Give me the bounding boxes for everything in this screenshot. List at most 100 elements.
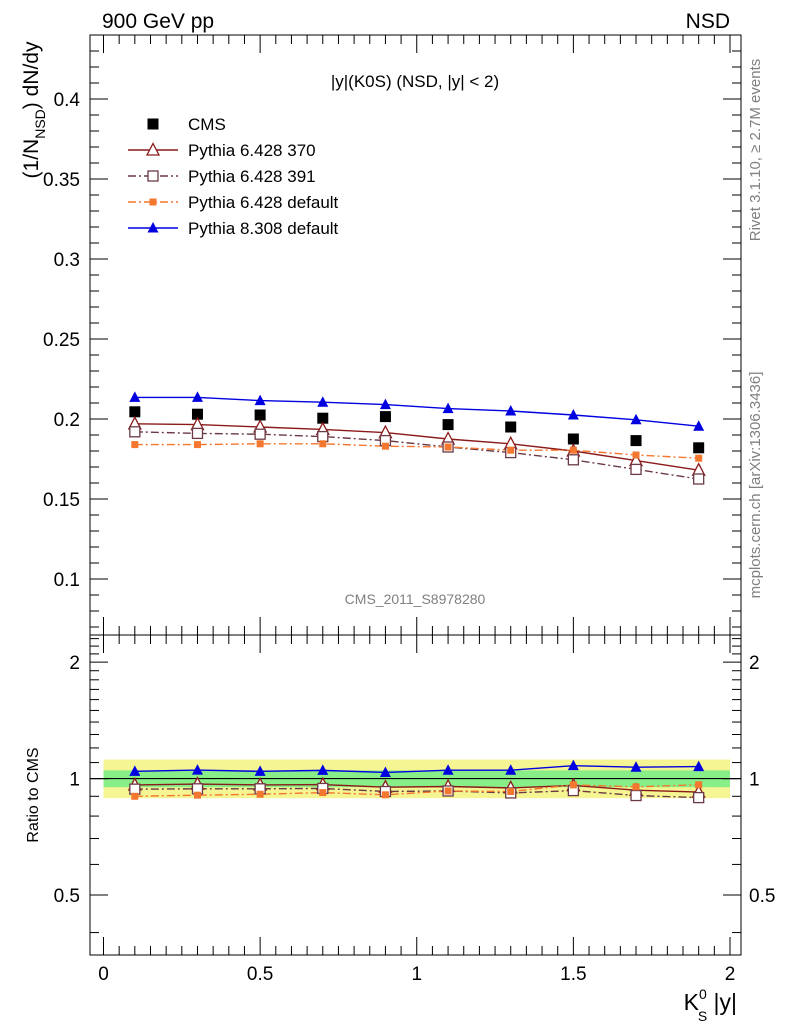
data-point bbox=[693, 442, 705, 454]
legend-marker bbox=[147, 118, 159, 130]
data-point bbox=[254, 394, 266, 406]
ratio-series-line bbox=[134, 783, 699, 793]
data-point bbox=[319, 440, 327, 448]
data-point bbox=[379, 411, 391, 423]
ratio-point bbox=[507, 788, 515, 796]
data-point bbox=[567, 454, 580, 466]
rivet-label: Rivet 3.1.10, ≥ 2.7M events bbox=[747, 59, 764, 242]
x-tick-label: 0.5 bbox=[247, 964, 273, 985]
main-title: |y|(K0S) (NSD, |y| < 2) bbox=[331, 72, 499, 91]
y-tick-label: 0.2 bbox=[54, 410, 80, 431]
y-tick-label: 0.1 bbox=[54, 570, 80, 591]
x-tick-label: 0 bbox=[98, 964, 109, 985]
ratio-point bbox=[379, 766, 391, 777]
ratio-point bbox=[129, 783, 141, 795]
data-point bbox=[317, 412, 329, 424]
x-tick-label: 1.5 bbox=[560, 964, 586, 985]
data-point bbox=[191, 427, 204, 440]
x-tick-label: 1 bbox=[411, 964, 422, 985]
legend-label: Pythia 6.428 391 bbox=[188, 167, 316, 186]
data-point bbox=[505, 405, 517, 416]
data-point bbox=[254, 409, 266, 421]
data-point bbox=[632, 451, 640, 459]
data-point bbox=[693, 420, 705, 431]
data-point bbox=[567, 433, 579, 445]
x-axis-label: K0 S |y| bbox=[684, 986, 737, 1024]
series-line bbox=[134, 423, 699, 471]
ratio-point bbox=[319, 789, 327, 797]
ratio-point bbox=[693, 791, 705, 804]
ratio-point bbox=[505, 764, 517, 775]
ratio-point bbox=[567, 759, 579, 771]
ratio-point bbox=[254, 765, 266, 776]
data-point bbox=[193, 441, 201, 449]
ratio-point bbox=[630, 789, 642, 802]
data-point bbox=[507, 446, 515, 454]
data-point bbox=[505, 421, 517, 433]
ratio-point bbox=[442, 764, 454, 775]
legend-label: CMS bbox=[188, 115, 226, 134]
ratio-y-tick-label-right: 0.5 bbox=[749, 886, 775, 907]
x-tick-label: 2 bbox=[725, 964, 736, 985]
process-label: NSD bbox=[686, 10, 730, 33]
mcplots-label: mcplots.cern.ch [arXiv:1306.3436] bbox=[747, 372, 764, 599]
legend-marker bbox=[149, 198, 157, 206]
ratio-y-tick-label: 2 bbox=[69, 653, 80, 674]
y-tick-label: 0.35 bbox=[43, 170, 80, 191]
ratio-point bbox=[569, 781, 577, 789]
data-point bbox=[630, 413, 642, 425]
data-point bbox=[317, 430, 329, 443]
data-point bbox=[693, 473, 705, 485]
series-line bbox=[134, 443, 699, 459]
data-point bbox=[131, 441, 139, 449]
main-panel: 0.1 0.15 0.2 0.25 0.3 0.35 0.4 |y|(K0S) (NSD, … bbox=[20, 34, 742, 636]
data-point bbox=[695, 454, 703, 462]
ratio-y-tick-label: 1 bbox=[69, 770, 80, 791]
ratio-point bbox=[256, 790, 264, 798]
data-point bbox=[129, 406, 141, 418]
data-point bbox=[129, 391, 141, 402]
data-point bbox=[567, 409, 579, 420]
ratio-point bbox=[632, 783, 640, 791]
ratio-frame bbox=[89, 634, 742, 956]
data-point bbox=[317, 396, 329, 407]
data-point bbox=[256, 440, 264, 448]
data-point bbox=[191, 408, 203, 420]
y-tick-label: 0.4 bbox=[54, 90, 81, 111]
ratio-y-tick-label: 0.5 bbox=[54, 886, 80, 907]
analysis-watermark: CMS_2011_S8978280 bbox=[345, 591, 486, 607]
ratio-point bbox=[695, 781, 703, 789]
data-point bbox=[630, 463, 642, 476]
data-point bbox=[381, 442, 389, 450]
data-point bbox=[444, 443, 452, 451]
data-point bbox=[442, 419, 454, 431]
y-tick-label: 0.3 bbox=[54, 250, 80, 271]
ratio-y-tick-label-right: 2 bbox=[749, 653, 760, 674]
ratio-point bbox=[191, 764, 203, 775]
data-point bbox=[379, 398, 391, 410]
data-point bbox=[630, 435, 642, 447]
series-line bbox=[134, 431, 699, 480]
ratio-panel: 0.5 0.5 1 1 2 2 0 0.5 1 1.5 2 Ratio to CMS K0 S |y| bbox=[25, 634, 775, 1024]
y-tick-label: 0.15 bbox=[43, 490, 80, 511]
legend-marker bbox=[145, 142, 161, 156]
legend-label: Pythia 6.428 370 bbox=[188, 141, 316, 160]
legend-label: Pythia 8.308 default bbox=[188, 219, 339, 238]
ratio-series-line bbox=[134, 787, 699, 799]
ratio-point bbox=[444, 787, 452, 795]
main-y-axis-label: (1/NNSD) dN/dy bbox=[20, 41, 48, 178]
legend-label: Pythia 6.428 default bbox=[188, 193, 339, 212]
energy-label: 900 GeV pp bbox=[102, 10, 214, 33]
data-point bbox=[569, 446, 577, 454]
ratio-y-axis-label: Ratio to CMS bbox=[25, 747, 42, 842]
ratio-y-tick-label-right: 1 bbox=[749, 770, 760, 791]
ratio-point bbox=[129, 765, 141, 776]
data-point bbox=[191, 391, 203, 402]
ratio-point bbox=[317, 764, 329, 775]
ratio-series-line bbox=[134, 764, 699, 774]
ratio-point bbox=[381, 791, 389, 799]
legend-marker bbox=[147, 222, 159, 233]
data-point bbox=[129, 426, 141, 438]
legend: CMS Pythia 6.428 370 Pythia 6.428 391 Pythi… bbox=[128, 115, 339, 238]
